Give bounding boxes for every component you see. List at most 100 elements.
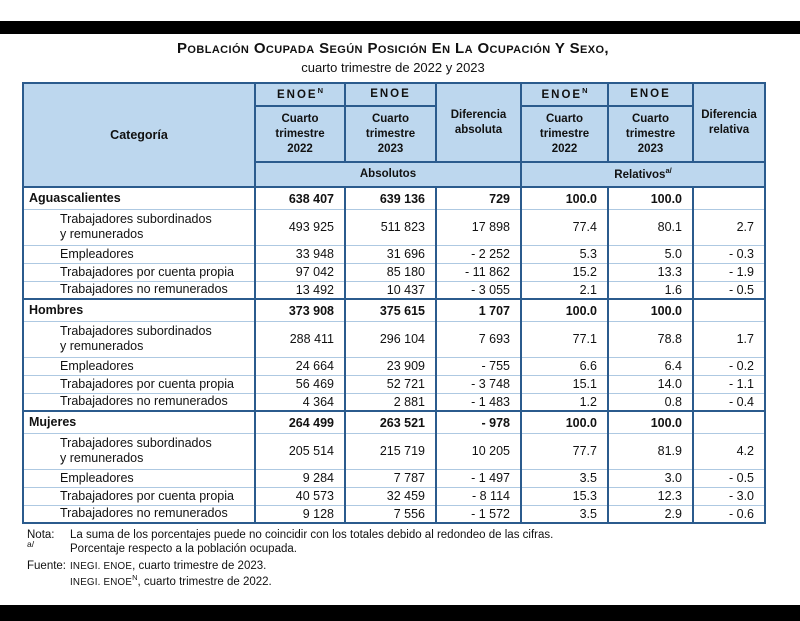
row-label: Empleadores: [23, 468, 256, 488]
header-row-survey: Categoría ENOEN ENOE Diferencia absoluta…: [22, 82, 766, 189]
label-line1: Trabajadores subordinados: [60, 211, 212, 226]
agency-name: INEGI. ENOE: [70, 577, 133, 589]
quarter-line2: trimestre: [625, 127, 676, 140]
table-row: Trabajadores por cuenta propia 97 042 85…: [23, 262, 766, 282]
header-row-quarter: Cuarto trimestre 2022 Cuarto trimestre 2…: [23, 105, 765, 164]
note-label: Nota:: [27, 529, 55, 542]
cell-abs-2023: 32 459: [345, 486, 437, 506]
quarter-line1: Cuarto: [371, 112, 410, 125]
cell-abs-2023: 639 136: [345, 186, 437, 210]
table-row: Trabajadores subordinados y remunerados 2…: [23, 432, 766, 470]
column-header-q4-2023-abs: Cuarto trimestre 2023: [344, 105, 437, 164]
cell-rel-2022: 2.1: [521, 280, 609, 300]
row-label: Trabajadores no remunerados: [23, 392, 256, 412]
cell-rel-2022: 77.4: [521, 208, 609, 246]
table-row: Trabajadores subordinados y remunerados 2…: [23, 320, 766, 358]
row-label: Empleadores: [23, 356, 256, 376]
table-row-hombres: Hombres 373 908 375 615 1 707 100.0 100.…: [23, 298, 766, 322]
table-row: Empleadores 9 284 7 787 - 1 497 3.5 3.0 …: [23, 468, 766, 488]
cell-abs-2022: 4 364: [255, 392, 346, 412]
source-text-1: INEGI. ENOE, cuarto trimestre de 2023.: [70, 559, 266, 573]
cell-abs-2022: 264 499: [255, 410, 346, 434]
quarter-year: 2023: [637, 142, 664, 155]
top-black-bar: [0, 21, 800, 34]
band-relativos: Relativosa/: [520, 161, 766, 189]
row-label: Trabajadores por cuenta propia: [23, 374, 256, 394]
cell-rel-2023: 0.8: [608, 392, 694, 412]
cell-abs-2023: 296 104: [345, 320, 437, 358]
row-label: Mujeres: [23, 410, 256, 434]
cell-abs-2022: 40 573: [255, 486, 346, 506]
cell-rel-2022: 5.3: [521, 244, 609, 264]
cell-dif-rel: - 0.5: [693, 468, 766, 488]
label-line1: Trabajadores subordinados: [60, 323, 212, 338]
cell-dif-rel: - 1.9: [693, 262, 766, 282]
quarter-line2: trimestre: [539, 127, 590, 140]
enoe-label: ENOE: [541, 89, 583, 102]
footnote-a-line: a/ Porcentaje respecto a la población oc…: [27, 539, 800, 559]
cell-dif-abs: - 1 497: [436, 468, 522, 488]
cell-dif-rel: [693, 410, 766, 434]
column-header-enoe-n-abs: ENOEN: [254, 82, 346, 108]
table-row: Trabajadores no remunerados 13 492 10 43…: [23, 280, 766, 300]
source-line-2: INEGI. ENOEN, cuarto trimestre de 2022.: [27, 573, 800, 589]
cell-dif-abs: - 1 483: [436, 392, 522, 412]
cell-dif-abs: - 2 252: [436, 244, 522, 264]
table-row: Empleadores 24 664 23 909 - 755 6.6 6.4 …: [23, 356, 766, 376]
cell-rel-2023: 100.0: [608, 186, 694, 210]
column-header-q4-2023-rel: Cuarto trimestre 2023: [607, 105, 694, 164]
cell-abs-2022: 33 948: [255, 244, 346, 264]
column-header-q4-2022-rel: Cuarto trimestre 2022: [520, 105, 609, 164]
label-line2: y remunerados: [60, 227, 144, 242]
enoe-superscript: N: [582, 86, 588, 96]
cell-abs-2023: 263 521: [345, 410, 437, 434]
row-label: Trabajadores por cuenta propia: [23, 262, 256, 282]
cell-dif-abs: 7 693: [436, 320, 522, 358]
cell-rel-2022: 15.1: [521, 374, 609, 394]
cell-rel-2022: 100.0: [521, 410, 609, 434]
cell-dif-abs: 10 205: [436, 432, 522, 470]
row-label: Trabajadores subordinados y remunerados: [23, 208, 256, 246]
cell-abs-2022: 13 492: [255, 280, 346, 300]
enoe-label: ENOE: [630, 88, 671, 101]
cell-dif-rel: - 0.6: [693, 504, 766, 524]
cell-abs-2022: 9 284: [255, 468, 346, 488]
cell-dif-rel: - 0.5: [693, 280, 766, 300]
quarter-line1: Cuarto: [631, 112, 670, 125]
quarter-line2: trimestre: [275, 127, 325, 140]
diferencia-line1: Diferencia: [450, 108, 507, 121]
relativos-label: Relativos: [614, 169, 666, 182]
cell-rel-2023: 81.9: [608, 432, 694, 470]
cell-abs-2022: 493 925: [255, 208, 346, 246]
cell-rel-2023: 14.0: [608, 374, 694, 394]
cell-rel-2023: 13.3: [608, 262, 694, 282]
footnote-a-text: Porcentaje respecto a la población ocupa…: [70, 543, 297, 556]
table-row: Trabajadores subordinados y remunerados 4…: [23, 208, 766, 246]
cell-abs-2023: 7 787: [345, 468, 437, 488]
cell-abs-2023: 215 719: [345, 432, 437, 470]
column-header-enoe-abs: ENOE: [344, 82, 437, 108]
cell-dif-abs: 17 898: [436, 208, 522, 246]
cell-abs-2022: 24 664: [255, 356, 346, 376]
column-header-q4-2022-abs: Cuarto trimestre 2022: [254, 105, 346, 164]
cell-dif-abs: - 755: [436, 356, 522, 376]
quarter-year: 2023: [377, 142, 404, 155]
source-line-1: Fuente: INEGI. ENOE, cuarto trimestre de…: [27, 559, 800, 573]
footnote-a-sup: a/: [27, 539, 35, 550]
cell-dif-abs: 1 707: [436, 298, 522, 322]
footnote-a-marker: a/: [27, 539, 70, 559]
cell-dif-abs: - 8 114: [436, 486, 522, 506]
label-line2: y remunerados: [60, 339, 144, 354]
cell-dif-rel: 1.7: [693, 320, 766, 358]
cell-rel-2022: 6.6: [521, 356, 609, 376]
cell-abs-2023: 375 615: [345, 298, 437, 322]
row-label: Aguascalientes: [23, 186, 256, 210]
cell-dif-rel: [693, 298, 766, 322]
cell-rel-2023: 78.8: [608, 320, 694, 358]
cell-rel-2023: 3.0: [608, 468, 694, 488]
cell-rel-2023: 6.4: [608, 356, 694, 376]
source-text-2: INEGI. ENOEN, cuarto trimestre de 2022.: [70, 573, 272, 589]
cell-rel-2022: 77.7: [521, 432, 609, 470]
cell-rel-2022: 1.2: [521, 392, 609, 412]
cell-dif-abs: - 11 862: [436, 262, 522, 282]
